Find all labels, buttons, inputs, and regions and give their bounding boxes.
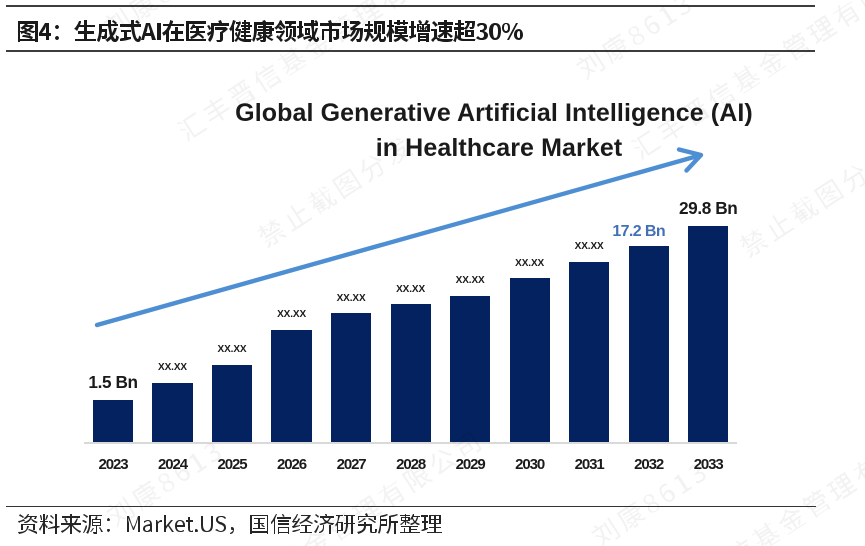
watermark-text — [648, 406, 865, 546]
x-tick-label-2026: 2026 — [277, 455, 307, 473]
bar-2024 — [152, 382, 193, 443]
bar-value-label-2025: XX.XX — [217, 344, 247, 356]
watermark-text — [174, 0, 484, 144]
watermark-text — [628, 0, 865, 162]
x-tick-label-2033: 2033 — [693, 455, 724, 473]
bar-2027 — [330, 313, 372, 443]
bar-2033 — [688, 226, 729, 443]
watermark-text — [736, 144, 865, 260]
bar-value-label-2026: XX.XX — [277, 309, 307, 321]
bar-value-label-2028: XX.XX — [396, 283, 426, 295]
bar-2025 — [211, 364, 253, 443]
bar-2029 — [450, 295, 491, 443]
source-divider-rule — [6, 506, 816, 508]
chart-title-line2: in Healthcare Market — [375, 133, 623, 162]
x-tick-label-2031: 2031 — [574, 455, 605, 473]
bar-value-label-2031: XX.XX — [574, 241, 604, 253]
watermark-text — [588, 459, 709, 546]
bar-value-label-2024: XX.XX — [158, 362, 187, 374]
x-axis-line — [84, 442, 737, 444]
bar-2031 — [569, 261, 610, 443]
bar-value-label-2027: XX.XX — [336, 292, 366, 304]
bar-value-label-2023: 1.5 Bn — [88, 371, 138, 392]
x-tick-label-2032: 2032 — [634, 455, 664, 473]
watermark-text — [573, 0, 694, 82]
bar-2032 — [628, 245, 669, 443]
watermark-text — [173, 429, 483, 546]
bar-value-label-2030: XX.XX — [515, 257, 545, 269]
watermark-text — [254, 134, 414, 250]
bar-value-label-2029: XX.XX — [455, 275, 485, 287]
x-tick-label-2023: 2023 — [98, 455, 129, 473]
x-tick-label-2029: 2029 — [455, 455, 486, 473]
bar-2030 — [509, 278, 550, 443]
x-tick-label-2025: 2025 — [217, 455, 248, 473]
bar-value-label-2032: 17.2 Bn — [612, 222, 666, 240]
bar-2023 — [92, 400, 134, 443]
x-tick-label-2027: 2027 — [336, 455, 367, 473]
figure-header-text — [18, 20, 523, 42]
x-tick-label-2024: 2024 — [158, 455, 188, 473]
watermark-text — [100, 0, 221, 40]
x-tick-label-2028: 2028 — [396, 455, 426, 473]
x-tick-label-2030: 2030 — [515, 455, 545, 473]
bar-2026 — [271, 330, 312, 443]
watermark-text — [103, 438, 224, 529]
bar-value-label-2033: 29.8 Bn — [679, 197, 738, 218]
bar-2028 — [390, 304, 431, 443]
header-bottom-rule — [6, 49, 815, 52]
header-top-rule — [6, 4, 815, 7]
